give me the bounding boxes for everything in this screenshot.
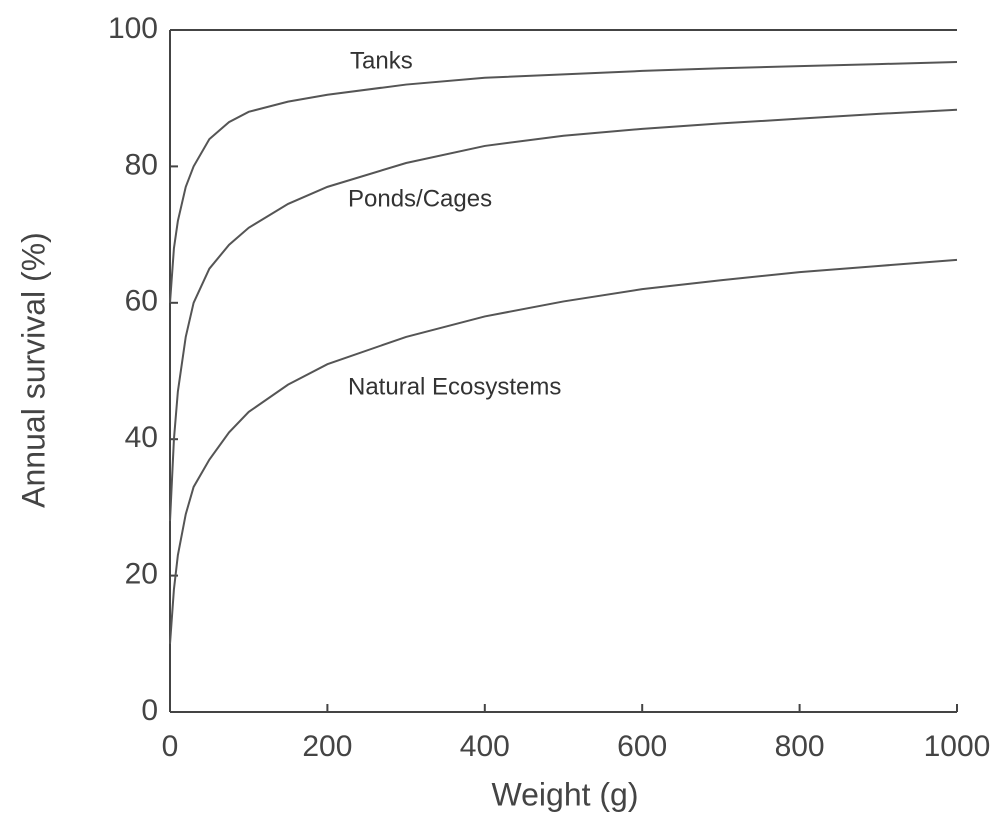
x-tick-label: 400 xyxy=(460,730,510,763)
series-line xyxy=(169,61,958,303)
series-label: Tanks xyxy=(350,47,413,74)
y-tick-label: 40 xyxy=(125,421,158,454)
x-tick-label: 800 xyxy=(775,730,825,763)
x-tick-label: 0 xyxy=(162,730,179,763)
y-tick-label: 20 xyxy=(125,558,158,591)
x-tick-label: 200 xyxy=(302,730,352,763)
y-tick-label: 80 xyxy=(125,148,158,181)
y-tick-label: 60 xyxy=(125,285,158,318)
x-tick-label: 600 xyxy=(617,730,667,763)
y-tick-label: 0 xyxy=(141,694,158,727)
series-label: Natural Ecosystems xyxy=(348,373,561,400)
series-line xyxy=(169,108,958,522)
y-axis-title: Annual survival (%) xyxy=(15,232,51,508)
series-line xyxy=(169,258,958,644)
y-tick-label: 100 xyxy=(108,12,158,45)
x-axis-title: Weight (g) xyxy=(491,776,638,812)
x-tick-label: 1000 xyxy=(924,730,991,763)
series-label: Ponds/Cages xyxy=(348,185,492,212)
